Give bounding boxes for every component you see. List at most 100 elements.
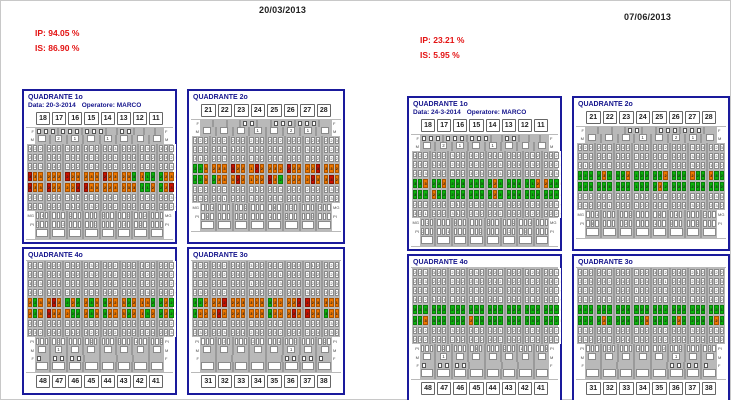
- probing-cell[interactable]: 3: [709, 269, 714, 276]
- probing-cell[interactable]: 3: [305, 320, 310, 327]
- mobility-cell[interactable]: [203, 346, 212, 353]
- bleeding-cell[interactable]: 2: [203, 298, 208, 307]
- probing-cell[interactable]: 2: [89, 320, 94, 327]
- probing-cell[interactable]: 2: [418, 210, 423, 217]
- empty-cell[interactable]: [519, 236, 532, 244]
- probing-cell[interactable]: 2: [644, 296, 649, 303]
- bleeding-cell[interactable]: 3: [602, 182, 607, 191]
- probing-cell[interactable]: 3: [84, 154, 89, 161]
- probing-cell[interactable]: 2: [158, 329, 164, 336]
- probing-cell[interactable]: 2: [442, 269, 447, 276]
- probing-cell[interactable]: 2: [543, 336, 549, 343]
- probing-cell[interactable]: 2: [653, 144, 658, 151]
- probing-cell[interactable]: 2: [413, 278, 418, 285]
- probing-cell[interactable]: 2: [334, 329, 339, 336]
- probing-cell[interactable]: 2: [169, 320, 174, 327]
- plaque-cell[interactable]: 2: [695, 316, 700, 325]
- probing-cell[interactable]: 3: [84, 163, 89, 170]
- probing-cell[interactable]: 2: [164, 329, 169, 336]
- probing-cell[interactable]: 2: [28, 154, 33, 161]
- mobility-cell[interactable]: [588, 134, 597, 141]
- probing-cell[interactable]: 3: [217, 137, 222, 144]
- probing-cell[interactable]: [77, 221, 82, 228]
- probing-cell[interactable]: 3: [198, 289, 203, 296]
- plaque-cell[interactable]: 3: [607, 171, 612, 180]
- furcation-box[interactable]: [250, 121, 255, 126]
- probing-cell[interactable]: 2: [671, 278, 676, 285]
- probing-cell[interactable]: 2: [286, 186, 291, 193]
- plaque-cell[interactable]: 1: [249, 164, 254, 173]
- probing-cell[interactable]: 1: [695, 269, 700, 276]
- probing-cell[interactable]: [458, 228, 462, 235]
- probing-cell[interactable]: 2: [653, 153, 658, 160]
- plaque-cell[interactable]: 2: [682, 316, 687, 325]
- probing-cell[interactable]: [138, 338, 143, 345]
- probing-cell[interactable]: 2: [479, 336, 484, 343]
- probing-cell[interactable]: 3: [663, 202, 668, 209]
- probing-cell[interactable]: 3: [164, 271, 169, 278]
- probing-cell[interactable]: 3: [431, 152, 436, 159]
- furcation-box[interactable]: [312, 121, 317, 126]
- probing-cell[interactable]: [479, 345, 483, 352]
- probing-cell[interactable]: [544, 219, 548, 226]
- probing-cell[interactable]: 3: [671, 153, 676, 160]
- probing-cell[interactable]: 3: [639, 144, 644, 151]
- probing-cell[interactable]: 2: [596, 287, 602, 294]
- probing-cell[interactable]: [159, 212, 163, 219]
- bleeding-cell[interactable]: 3: [51, 298, 57, 307]
- probing-cell[interactable]: [40, 221, 44, 228]
- probing-cell[interactable]: [645, 345, 649, 352]
- bleeding-cell[interactable]: 2: [626, 182, 631, 191]
- probing-cell[interactable]: 2: [709, 144, 714, 151]
- bleeding-cell[interactable]: 2: [663, 305, 668, 314]
- plaque-cell[interactable]: 2: [671, 316, 676, 325]
- probing-cell[interactable]: 2: [493, 327, 498, 334]
- probing-cell[interactable]: [105, 221, 110, 228]
- probing-cell[interactable]: 3: [615, 327, 620, 334]
- bleeding-cell[interactable]: 2: [70, 183, 75, 192]
- probing-cell[interactable]: 1: [268, 213, 272, 220]
- probing-cell[interactable]: [653, 345, 657, 352]
- probing-cell[interactable]: 2: [525, 170, 530, 177]
- tooth-number[interactable]: 41: [533, 382, 548, 395]
- probing-cell[interactable]: 2: [324, 186, 329, 193]
- probing-cell[interactable]: [222, 213, 226, 220]
- probing-cell[interactable]: 3: [268, 195, 273, 202]
- probing-cell[interactable]: 3: [310, 213, 315, 220]
- probing-cell[interactable]: [523, 219, 528, 226]
- plaque-cell[interactable]: 3: [516, 179, 522, 188]
- probing-cell[interactable]: [217, 204, 222, 211]
- bleeding-cell[interactable]: 2: [676, 182, 682, 191]
- probing-cell[interactable]: 3: [663, 162, 668, 169]
- mobility-cell[interactable]: [688, 353, 697, 360]
- probing-cell[interactable]: 3: [436, 170, 442, 177]
- probing-cell[interactable]: 2: [286, 289, 291, 296]
- probing-cell[interactable]: 2: [549, 201, 554, 208]
- probing-cell[interactable]: 2: [690, 269, 695, 276]
- probing-cell[interactable]: 1: [46, 289, 51, 296]
- tooth-number[interactable]: 44: [100, 375, 115, 388]
- probing-cell[interactable]: 3: [588, 278, 593, 285]
- probing-cell[interactable]: 2: [498, 287, 503, 294]
- probing-cell[interactable]: 2: [217, 155, 222, 162]
- bleeding-cell[interactable]: 1: [334, 298, 339, 307]
- bleeding-cell[interactable]: 1: [525, 190, 530, 199]
- probing-cell[interactable]: [678, 220, 683, 227]
- probing-cell[interactable]: 2: [596, 296, 602, 303]
- probing-cell[interactable]: 1: [607, 202, 612, 209]
- probing-cell[interactable]: 3: [460, 201, 466, 208]
- probing-cell[interactable]: 3: [38, 163, 43, 170]
- probing-cell[interactable]: 3: [158, 280, 164, 287]
- probing-cell[interactable]: 2: [145, 271, 150, 278]
- empty-cell[interactable]: [686, 228, 700, 236]
- plaque-cell[interactable]: 3: [658, 171, 663, 180]
- probing-cell[interactable]: 2: [249, 137, 254, 144]
- probing-cell[interactable]: 2: [596, 269, 602, 276]
- probing-cell[interactable]: 2: [198, 280, 203, 287]
- plaque-cell[interactable]: 3: [498, 179, 503, 188]
- probing-cell[interactable]: [535, 345, 540, 352]
- probing-cell[interactable]: 3: [126, 145, 131, 152]
- probing-cell[interactable]: 3: [535, 336, 540, 343]
- probing-cell[interactable]: 2: [291, 329, 297, 336]
- plaque-cell[interactable]: 2: [460, 316, 466, 325]
